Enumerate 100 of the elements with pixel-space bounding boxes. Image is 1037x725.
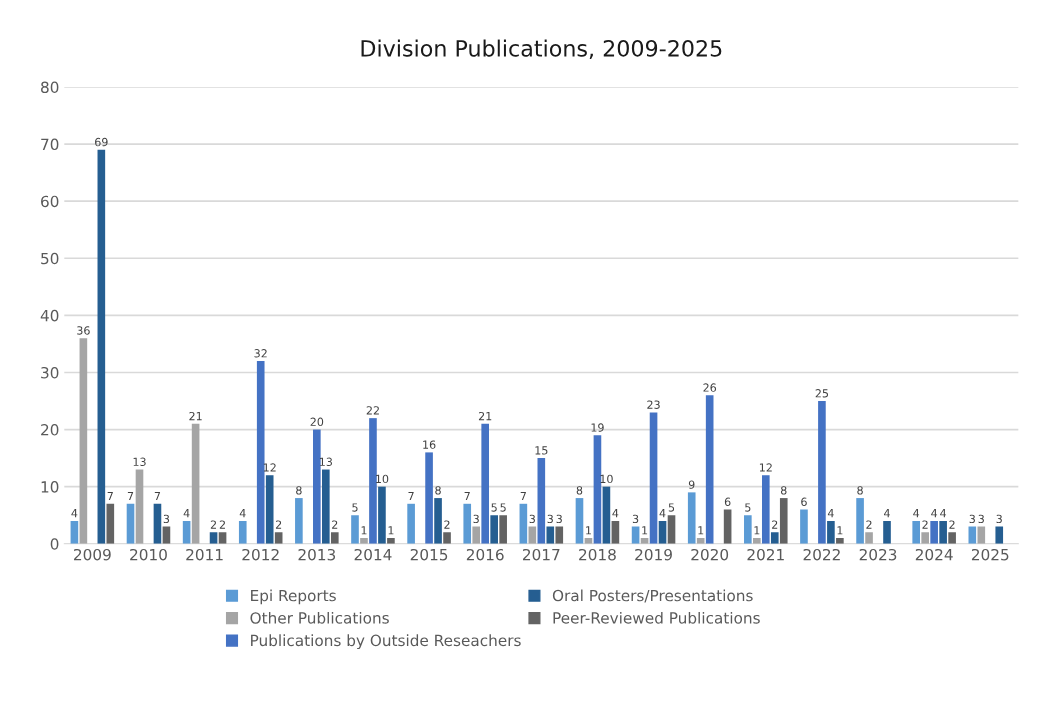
data-label: 4 [659, 509, 666, 518]
data-label: 3 [556, 514, 562, 524]
data-label: 16 [423, 440, 436, 449]
data-label: 21 [189, 411, 202, 421]
y-tick-label: 0 [50, 538, 59, 550]
bar [800, 509, 808, 544]
x-tick-label: 2014 [354, 548, 392, 561]
bar [106, 503, 115, 544]
data-label: 1 [837, 526, 843, 535]
data-label: 3 [163, 514, 170, 524]
data-label: 4 [71, 509, 78, 518]
data-label: 7 [408, 491, 414, 501]
bar [313, 429, 321, 544]
bar [238, 520, 247, 544]
data-label: 7 [107, 491, 113, 501]
bar [667, 515, 676, 544]
bar [407, 503, 415, 544]
data-label: 2 [444, 520, 450, 529]
bar [434, 498, 442, 544]
data-label: 25 [815, 389, 829, 398]
bar [939, 520, 947, 544]
legend-label: Oral Posters/Presentations [552, 589, 753, 603]
bar [575, 498, 584, 544]
bar [593, 435, 602, 544]
y-tick-label: 10 [41, 481, 59, 493]
data-label: 2 [210, 520, 216, 529]
bar [519, 503, 528, 544]
legend-label: Publications by Outside Reseachers [251, 634, 521, 650]
data-label: 8 [576, 486, 583, 495]
bar [995, 526, 1004, 544]
data-label: 3 [473, 514, 479, 524]
data-label: 12 [263, 463, 276, 472]
data-label: 20 [310, 417, 324, 427]
bar [744, 515, 752, 544]
data-label: 3 [632, 514, 639, 524]
bar [687, 492, 696, 544]
data-label: 7 [464, 491, 470, 501]
bar [378, 486, 386, 544]
bar [351, 515, 359, 544]
bar [921, 532, 929, 544]
x-tick-label: 2016 [466, 548, 504, 561]
x-tick-label: 2019 [635, 548, 672, 561]
data-label: 9 [688, 480, 695, 489]
bar [883, 520, 891, 544]
data-label: 2 [866, 520, 872, 529]
legend-label: Other Publications [250, 611, 389, 624]
legend-label: Epi Reports [251, 589, 336, 605]
y-tick-label: 80 [41, 81, 59, 94]
y-tick-label: 40 [40, 309, 59, 322]
data-label: 5 [668, 503, 675, 512]
bar [126, 503, 135, 544]
bar [930, 520, 938, 544]
data-label: 4 [239, 509, 246, 518]
bar [153, 503, 162, 544]
data-label: 8 [857, 486, 863, 495]
y-tick-label: 20 [41, 424, 59, 436]
data-label: 5 [500, 503, 506, 512]
bar [649, 412, 658, 544]
bar [865, 532, 873, 544]
data-label: 69 [95, 137, 108, 147]
data-label: 8 [435, 486, 441, 495]
data-label: 1 [698, 526, 704, 535]
bar [490, 515, 498, 544]
data-label: 26 [703, 383, 717, 392]
x-tick-label: 2009 [74, 548, 111, 561]
data-label: 5 [745, 503, 751, 512]
data-label: 1 [754, 526, 760, 535]
data-label: 32 [254, 349, 267, 358]
bar [295, 498, 303, 544]
bar [97, 149, 106, 544]
data-label: 3 [529, 514, 535, 524]
y-tick-label: 30 [41, 366, 59, 379]
bar [191, 423, 200, 544]
x-tick-label: 2010 [130, 548, 167, 561]
data-label: 1 [586, 526, 591, 535]
data-label: 3 [969, 514, 975, 524]
data-label: 2 [332, 520, 338, 529]
x-tick-label: 2015 [410, 548, 448, 561]
y-tick-label: 60 [41, 195, 59, 208]
bar [555, 526, 564, 544]
data-label: 4 [913, 509, 920, 518]
bar [135, 469, 144, 544]
data-label: 3 [996, 514, 1002, 524]
x-tick-label: 2021 [747, 548, 784, 561]
data-label: 2 [275, 520, 282, 529]
bar [705, 395, 714, 544]
bar [360, 538, 368, 544]
data-label: 36 [77, 326, 90, 335]
data-label: 23 [647, 400, 660, 409]
data-label: 2 [922, 520, 928, 529]
bar [836, 538, 844, 544]
data-label: 7 [127, 491, 134, 501]
data-label: 1 [388, 526, 394, 535]
bar [322, 469, 330, 544]
bar [696, 538, 705, 544]
data-label: 6 [724, 497, 731, 506]
bar [330, 532, 339, 544]
bar [499, 515, 507, 544]
data-label: 4 [931, 509, 938, 518]
data-label: 1 [642, 526, 648, 535]
